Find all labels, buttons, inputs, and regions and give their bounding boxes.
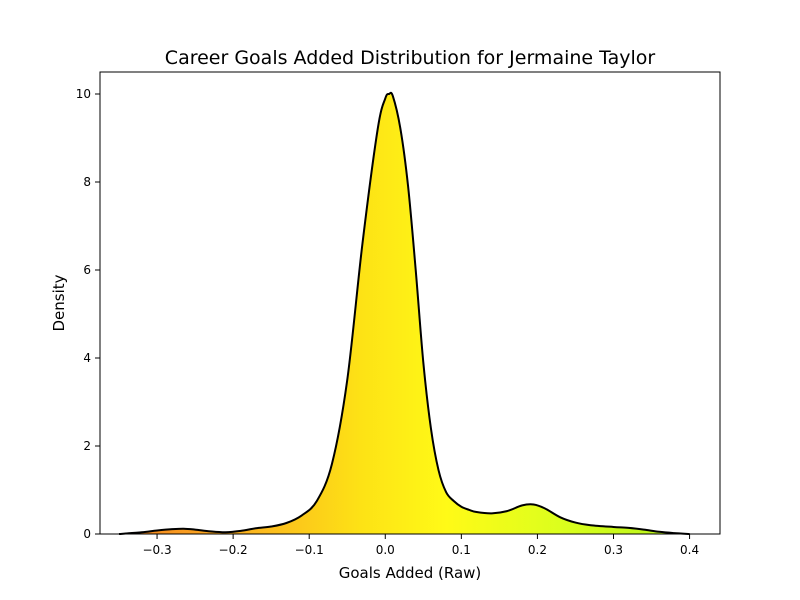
x-axis-label: Goals Added (Raw) bbox=[339, 564, 482, 582]
plot-area bbox=[118, 91, 690, 535]
x-tick-label: −0.2 bbox=[219, 543, 248, 557]
density-fill-area bbox=[119, 92, 690, 535]
x-tick-label: 0.4 bbox=[680, 543, 699, 557]
y-tick-label: 8 bbox=[83, 175, 91, 189]
x-tick-label: 0.2 bbox=[528, 543, 547, 557]
x-tick-label: 0.3 bbox=[604, 543, 623, 557]
x-tick-label: −0.3 bbox=[142, 543, 171, 557]
y-tick-label: 0 bbox=[83, 527, 91, 541]
y-tick-label: 4 bbox=[83, 351, 91, 365]
axes-frame bbox=[99, 71, 721, 535]
chart-title: Career Goals Added Distribution for Jerm… bbox=[165, 47, 656, 69]
x-axis: −0.3 −0.2 −0.1 0.0 0.1 0.2 0.3 0.4 bbox=[142, 534, 699, 557]
x-tick-label: 0.0 bbox=[376, 543, 395, 557]
y-axis: 0 2 4 6 8 10 bbox=[76, 87, 100, 541]
y-tick-label: 10 bbox=[76, 87, 91, 101]
y-axis-label: Density bbox=[50, 274, 68, 331]
y-tick-label: 6 bbox=[83, 263, 91, 277]
x-tick-label: 0.1 bbox=[452, 543, 471, 557]
density-curve bbox=[118, 91, 690, 535]
y-tick-label: 2 bbox=[83, 439, 91, 453]
x-tick-label: −0.1 bbox=[295, 543, 324, 557]
